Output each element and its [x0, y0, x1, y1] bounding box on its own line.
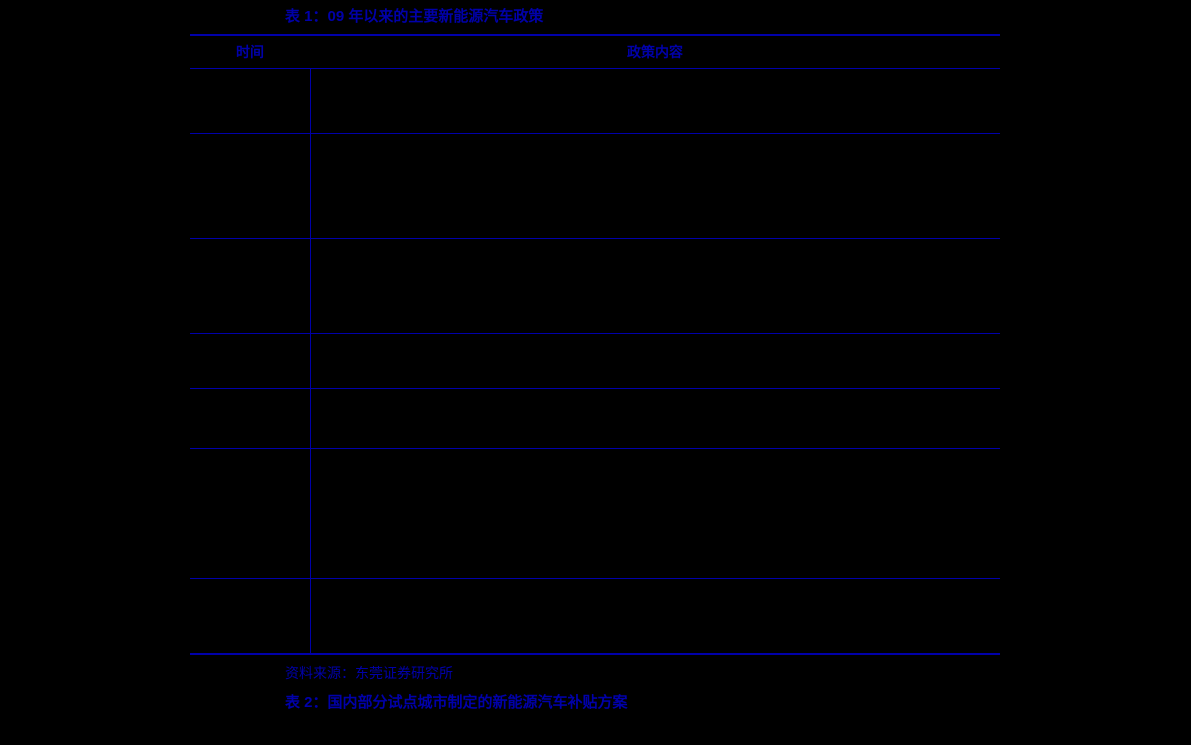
cell-content [310, 69, 1000, 134]
table-row [190, 134, 1000, 239]
table-title: 表 1：09 年以来的主要新能源汽车政策 [190, 5, 1000, 34]
cell-content [310, 579, 1000, 654]
cell-content [310, 239, 1000, 334]
cell-time [190, 239, 310, 334]
policy-table: 时间 政策内容 [190, 34, 1000, 655]
next-table-title: 表 2：国内部分试点城市制定的新能源汽车补贴方案 [190, 683, 1000, 712]
table-container: 表 1：09 年以来的主要新能源汽车政策 时间 政策内容 资料来源：东莞证券研究… [190, 5, 1000, 712]
table-row [190, 69, 1000, 134]
table-body [190, 69, 1000, 654]
header-time: 时间 [190, 35, 310, 69]
cell-time [190, 334, 310, 389]
table-header-row: 时间 政策内容 [190, 35, 1000, 69]
table-row [190, 334, 1000, 389]
cell-time [190, 69, 310, 134]
cell-time [190, 389, 310, 449]
cell-time [190, 134, 310, 239]
cell-content [310, 449, 1000, 579]
cell-content [310, 134, 1000, 239]
table-row [190, 389, 1000, 449]
cell-time [190, 449, 310, 579]
table-source: 资料来源：东莞证券研究所 [190, 655, 1000, 683]
cell-time [190, 579, 310, 654]
table-row [190, 449, 1000, 579]
header-content: 政策内容 [310, 35, 1000, 69]
table-row [190, 239, 1000, 334]
cell-content [310, 389, 1000, 449]
cell-content [310, 334, 1000, 389]
table-row [190, 579, 1000, 654]
